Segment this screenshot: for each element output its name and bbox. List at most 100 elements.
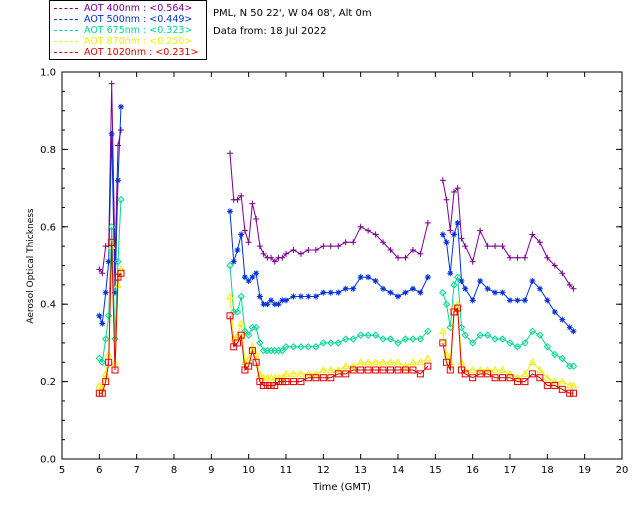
data-point xyxy=(256,339,264,347)
data-point xyxy=(491,365,499,373)
data-point xyxy=(268,297,275,304)
data-point xyxy=(245,362,253,370)
data-point xyxy=(230,258,237,265)
legend-swatch-1020nm xyxy=(54,52,78,53)
data-point xyxy=(319,365,328,373)
data-point xyxy=(536,331,544,339)
data-point xyxy=(98,358,107,366)
data-point xyxy=(507,254,513,261)
y-tick-label: 0.2 xyxy=(40,377,56,388)
data-point xyxy=(417,250,424,257)
data-point xyxy=(304,343,313,351)
data-point xyxy=(312,374,320,382)
data-point xyxy=(279,254,286,261)
data-point xyxy=(484,370,492,378)
data-point xyxy=(461,365,470,373)
data-point xyxy=(491,335,499,343)
y-tick-label: 1.0 xyxy=(40,68,56,79)
data-point xyxy=(529,231,536,238)
data-point xyxy=(424,327,432,335)
data-point xyxy=(275,301,282,308)
data-point xyxy=(379,335,387,343)
data-point xyxy=(252,323,260,332)
data-point xyxy=(101,335,110,343)
data-point xyxy=(297,293,304,300)
data-point xyxy=(356,331,365,339)
data-point xyxy=(282,343,290,351)
data-point xyxy=(365,227,372,234)
data-point xyxy=(283,297,289,304)
data-point xyxy=(274,373,283,381)
legend-label-870nm: AOT 870nm : <0.250> xyxy=(84,36,193,47)
data-point xyxy=(409,247,416,254)
data-point xyxy=(484,285,491,292)
y-tick-label: 0.8 xyxy=(40,145,56,156)
data-point xyxy=(238,231,245,238)
data-point xyxy=(386,335,395,343)
data-point xyxy=(380,285,387,292)
data-point xyxy=(544,254,551,261)
x-tick-label: 12 xyxy=(317,465,330,476)
data-point xyxy=(507,297,513,304)
data-point xyxy=(241,358,249,366)
data-point xyxy=(278,346,286,355)
data-point xyxy=(312,343,320,351)
data-point xyxy=(394,366,402,374)
data-point xyxy=(550,377,559,385)
data-point xyxy=(424,354,432,362)
data-point xyxy=(558,385,566,393)
data-point xyxy=(566,389,574,397)
data-point xyxy=(226,312,234,320)
data-point xyxy=(439,177,446,184)
data-point xyxy=(357,274,364,281)
data-point xyxy=(451,188,457,195)
data-point xyxy=(371,331,380,339)
data-point xyxy=(468,339,477,347)
x-axis-title: Time (GMT) xyxy=(312,482,371,493)
data-point xyxy=(395,254,401,261)
data-point xyxy=(450,304,458,311)
data-point xyxy=(105,258,112,265)
data-point xyxy=(237,331,245,339)
series-layer xyxy=(95,80,578,397)
data-point xyxy=(461,331,469,339)
data-point xyxy=(99,320,106,327)
data-point xyxy=(401,366,409,374)
data-point xyxy=(513,373,522,381)
data-point xyxy=(476,331,484,339)
data-point xyxy=(514,254,521,261)
data-point xyxy=(409,285,416,292)
data-point xyxy=(513,378,521,386)
x-tick-label: 17 xyxy=(504,465,517,476)
data-point xyxy=(260,301,267,308)
data-point xyxy=(401,362,410,370)
data-point xyxy=(357,223,364,230)
data-point xyxy=(521,339,529,347)
data-point xyxy=(117,269,125,277)
legend-swatch-870nm xyxy=(54,41,78,42)
legend-label-675nm: AOT 675nm : <0.323> xyxy=(84,25,193,36)
data-point xyxy=(454,273,462,281)
data-point xyxy=(327,289,334,296)
series-3 xyxy=(95,242,578,393)
series-line xyxy=(442,306,574,394)
series-1 xyxy=(96,103,577,335)
data-point xyxy=(256,293,263,300)
site-location: PML, N 50 22', W 04 08', Alt 0m xyxy=(213,8,372,19)
data-point xyxy=(297,369,305,377)
data-point xyxy=(96,312,103,319)
x-tick-label: 16 xyxy=(466,465,479,476)
x-tick-label: 11 xyxy=(280,465,293,476)
data-point xyxy=(319,339,328,347)
x-tick-label: 14 xyxy=(392,465,405,476)
y-tick-label: 0.0 xyxy=(40,455,56,466)
data-point xyxy=(450,308,458,316)
data-point xyxy=(304,369,313,377)
data-point xyxy=(492,243,499,250)
data-point xyxy=(327,374,335,382)
data-point xyxy=(275,378,283,386)
data-point xyxy=(263,373,272,381)
legend-label-400nm: AOT 400nm : <0.564> xyxy=(84,3,193,14)
x-tick-label: 18 xyxy=(541,465,554,476)
data-point xyxy=(342,335,350,343)
